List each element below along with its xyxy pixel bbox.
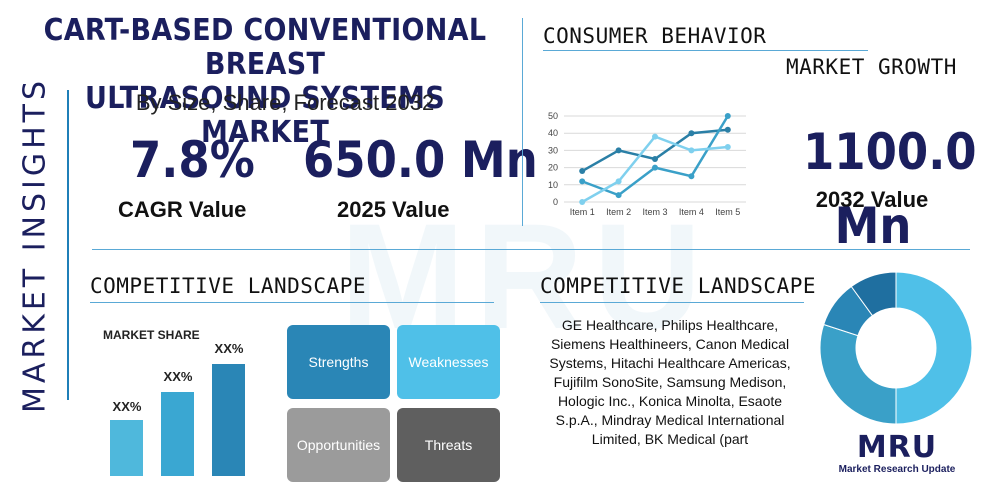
- consumer-behavior-heading: CONSUMER BEHAVIOR: [543, 24, 767, 48]
- value-2032-label: 2032 Value: [815, 187, 929, 212]
- series-point: [688, 173, 695, 180]
- series-point: [615, 192, 622, 199]
- cagr-label: CAGR Value: [118, 197, 247, 222]
- market-share-bar-1: [110, 420, 143, 476]
- series-point: [724, 143, 731, 150]
- value-2032: 1100.0: [803, 123, 977, 181]
- series-point: [652, 164, 658, 171]
- report-title: CART-BASED CONVENTIONAL BREAST ULTRASOUN…: [30, 14, 500, 150]
- competitive-rule-right: [540, 302, 804, 303]
- donut-slice-4: [850, 271, 897, 317]
- x-tick-label: Item 3: [642, 207, 667, 217]
- swot-threats: Threats: [397, 408, 500, 482]
- series-point: [688, 147, 695, 154]
- market-share-title: MARKET SHARE: [103, 328, 200, 342]
- line-chart: 0 10 20 30 40 50 Item 1 Item 2 Item 3 Item 4 Item …: [548, 111, 746, 217]
- series-point: [615, 147, 622, 154]
- title-line-2: ULTRASOUND SYSTEMS MARKET: [85, 81, 445, 150]
- competitive-heading-left: COMPETITIVE LANDSCAPE: [90, 274, 367, 298]
- swot-opportunities: Opportunities: [287, 408, 390, 482]
- market-share-bar-3: [212, 364, 245, 476]
- market-share-label-2: XX%: [163, 369, 193, 384]
- market-share-label-1: XX%: [112, 399, 142, 414]
- y-tick-label: 20: [548, 163, 558, 173]
- series-point: [579, 199, 586, 205]
- series-point: [724, 126, 731, 133]
- donut-slice-1: [895, 271, 973, 425]
- series-point: [724, 113, 731, 119]
- y-tick-label: 30: [548, 145, 558, 155]
- report-subtitle: By Size, Share, Forecast 2032: [135, 90, 435, 115]
- competitive-heading-right: COMPETITIVE LANDSCAPE: [540, 274, 817, 298]
- x-tick-label: Item 1: [570, 207, 595, 217]
- donut-chart: [819, 271, 973, 425]
- logo-tagline: Market Research Update: [838, 464, 956, 475]
- swot-strengths: Strengths: [287, 325, 390, 399]
- series-line-2: [581, 115, 729, 197]
- consumer-behavior-rule: [543, 50, 868, 51]
- market-share-bars: XX% XX% XX%: [100, 340, 260, 476]
- swot-weaknesses: Weaknesses: [397, 325, 500, 399]
- section-divider: [522, 18, 523, 226]
- side-label-text: MARKET INSIGHTS: [17, 76, 53, 414]
- cagr-value: 7.8%: [130, 131, 255, 189]
- x-tick-label: Item 5: [715, 207, 740, 217]
- series-point: [652, 156, 658, 162]
- y-tick-label: 10: [548, 180, 558, 190]
- value-2032-unit: Mn: [834, 197, 912, 255]
- side-label: MARKET INSIGHTS: [0, 77, 70, 413]
- market-growth-heading: MARKET GROWTH: [786, 55, 957, 79]
- x-tick-label: Item 2: [606, 207, 631, 217]
- title-line-1: CART-BASED CONVENTIONAL BREAST: [43, 13, 487, 82]
- market-share-bar-2: [161, 392, 194, 476]
- series-point: [688, 130, 695, 137]
- series-point: [652, 133, 658, 140]
- y-tick-label: 50: [548, 111, 558, 121]
- series-point: [579, 168, 586, 175]
- series-point: [579, 178, 586, 185]
- competitive-rule-left: [90, 302, 494, 303]
- logo-mark: MRU: [856, 430, 938, 465]
- donut-slice-2: [819, 323, 897, 425]
- company-list: GE Healthcare, Philips Healthcare, Sieme…: [549, 317, 791, 447]
- brand-logo: MRU Market Research Update: [832, 430, 962, 476]
- value-2025: 650.0 Mn: [303, 131, 538, 189]
- x-tick-label: Item 4: [679, 207, 704, 217]
- side-divider: [67, 90, 69, 400]
- y-tick-label: 0: [553, 197, 558, 207]
- horizontal-divider: [92, 249, 970, 250]
- market-share-label-3: XX%: [214, 341, 244, 356]
- series-point: [615, 178, 622, 185]
- value-2025-label: 2025 Value: [337, 197, 450, 222]
- y-tick-label: 40: [548, 128, 558, 138]
